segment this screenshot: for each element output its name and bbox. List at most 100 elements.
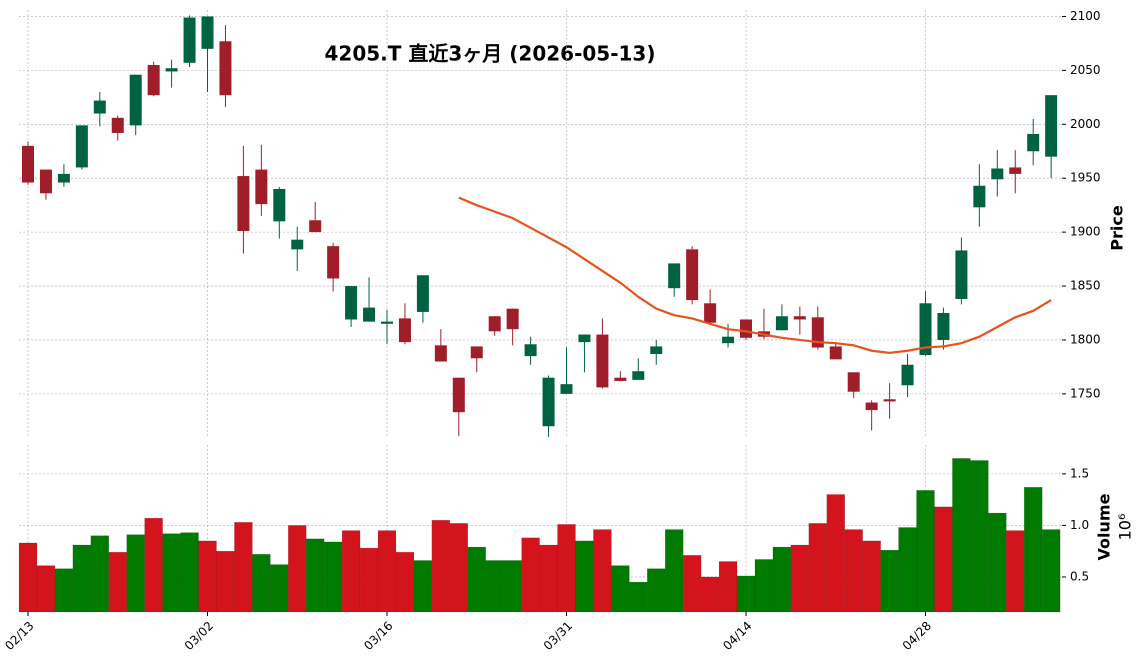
volume-bar bbox=[862, 540, 881, 613]
candle-body bbox=[883, 399, 896, 402]
volume-bar bbox=[611, 565, 630, 613]
candle-body bbox=[542, 377, 555, 427]
volume-bar bbox=[970, 460, 989, 613]
volume-bar bbox=[198, 540, 217, 613]
x-tick-label: 03/02 bbox=[182, 619, 216, 653]
candle-body bbox=[811, 317, 824, 348]
candle-body bbox=[129, 74, 142, 126]
candle-body bbox=[955, 250, 968, 299]
candle-body bbox=[381, 321, 393, 324]
volume-bar bbox=[323, 541, 343, 613]
y-tick-label: 2000 bbox=[1070, 117, 1101, 131]
candle-body bbox=[614, 377, 627, 381]
volume-bar bbox=[359, 547, 379, 613]
volume-bar bbox=[90, 535, 110, 613]
x-tick-label: 04/28 bbox=[900, 619, 934, 653]
volume-bar bbox=[988, 512, 1007, 613]
volume-bar bbox=[144, 517, 163, 613]
y-tick-label: 1750 bbox=[1070, 386, 1101, 400]
candle-body bbox=[219, 41, 232, 96]
candle-body bbox=[901, 364, 914, 386]
y-tick-label: 2050 bbox=[1070, 63, 1101, 77]
candle-body bbox=[470, 346, 483, 359]
volume-bar bbox=[485, 560, 504, 613]
volume-bar bbox=[700, 576, 720, 613]
candle-body bbox=[452, 377, 465, 413]
candle-body bbox=[309, 220, 322, 233]
candle-body bbox=[255, 169, 268, 205]
volume-bar bbox=[521, 537, 540, 613]
volume-bar bbox=[664, 529, 684, 613]
candle-body bbox=[937, 312, 950, 340]
candle-body bbox=[847, 372, 860, 392]
x-tick-label: 03/16 bbox=[361, 619, 395, 653]
candle-body bbox=[722, 336, 735, 344]
volume-bar bbox=[413, 560, 433, 613]
volume-tick-label: 1.0 bbox=[1070, 518, 1089, 532]
volume-axis-label: Volume bbox=[1095, 493, 1114, 560]
volume-bar bbox=[1006, 530, 1025, 613]
candle-body bbox=[201, 16, 214, 49]
volume-bar bbox=[180, 532, 199, 613]
candle-body bbox=[793, 316, 806, 320]
candle-body bbox=[829, 346, 842, 360]
candle-body bbox=[991, 168, 1004, 180]
candle-body bbox=[865, 402, 878, 411]
volume-bar bbox=[575, 540, 594, 613]
volume-bar bbox=[305, 538, 325, 613]
volume-bar bbox=[288, 525, 307, 613]
volume-bar bbox=[36, 565, 56, 613]
volume-bar bbox=[54, 568, 74, 613]
volume-bar bbox=[772, 546, 792, 613]
candle-body bbox=[147, 64, 160, 96]
y-tick-label: 1850 bbox=[1070, 279, 1101, 293]
volume-bar bbox=[341, 530, 361, 613]
volume-bar bbox=[754, 559, 774, 613]
candle-body bbox=[22, 145, 34, 183]
volume-bar bbox=[108, 551, 127, 613]
volume-bar bbox=[234, 522, 253, 613]
candle-body bbox=[75, 125, 88, 168]
volume-bar bbox=[952, 458, 971, 613]
candle-body bbox=[111, 117, 124, 133]
y-tick-label: 1950 bbox=[1070, 171, 1101, 185]
candle-body bbox=[345, 286, 358, 320]
candle-body bbox=[740, 319, 752, 338]
volume-bar bbox=[808, 523, 828, 613]
volume-bar bbox=[916, 490, 935, 613]
candle-body bbox=[668, 263, 681, 289]
volume-tick-label: 0.5 bbox=[1070, 569, 1089, 583]
candle-body bbox=[237, 176, 250, 232]
volume-bar bbox=[377, 530, 397, 613]
volume-bar bbox=[593, 529, 612, 613]
y-tick-label: 1900 bbox=[1070, 225, 1101, 239]
volume-bar bbox=[539, 544, 558, 613]
candle-body bbox=[919, 303, 932, 356]
candle-body bbox=[1009, 167, 1022, 174]
candle-body bbox=[398, 318, 411, 343]
candle-body bbox=[650, 346, 663, 354]
volume-bar bbox=[934, 506, 953, 613]
candle-body bbox=[1027, 134, 1040, 152]
candle-body bbox=[524, 344, 537, 357]
volume-bar bbox=[736, 575, 756, 613]
candle-body bbox=[775, 316, 788, 331]
volume-bar bbox=[557, 524, 576, 613]
volume-bar bbox=[449, 523, 469, 613]
volume-bar bbox=[718, 561, 738, 613]
candle-body bbox=[273, 188, 286, 222]
candle-body bbox=[704, 303, 717, 323]
y-axis-label: Price bbox=[1108, 205, 1127, 251]
volume-bar bbox=[629, 581, 648, 613]
volume-bar bbox=[826, 494, 845, 613]
volume-bar bbox=[1023, 487, 1043, 613]
x-tick-label: 02/13 bbox=[2, 619, 36, 653]
volume-bar bbox=[270, 564, 289, 613]
candle-body bbox=[578, 334, 591, 343]
volume-bar bbox=[682, 555, 702, 613]
chart-title: 4205.T 直近3ヶ月 (2026-05-13) bbox=[325, 42, 656, 66]
candle-body bbox=[165, 68, 178, 72]
volume-bar bbox=[844, 529, 863, 613]
volume-bar bbox=[72, 544, 92, 613]
